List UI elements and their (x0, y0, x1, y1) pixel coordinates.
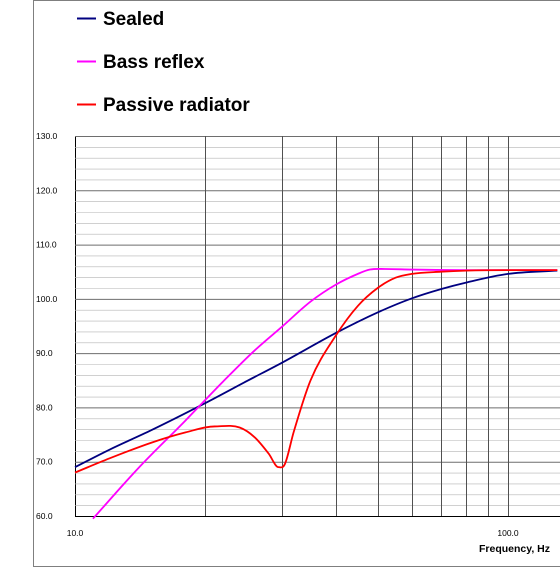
y-tick-label: 60.0 (36, 511, 53, 521)
series-line-sealed (74, 269, 558, 468)
legend-label-sealed: Sealed (103, 9, 164, 30)
series-lines (74, 267, 558, 520)
legend-label-bass-reflex: Bass reflex (103, 52, 205, 73)
series-line-passive-radiator (74, 269, 558, 474)
legend: Sealed Bass reflex Passive radiator (77, 9, 250, 116)
x-axis-tick-labels: 10.0 100.0 (67, 528, 519, 538)
y-tick-label: 70.0 (36, 457, 53, 467)
x-tick-label: 100.0 (497, 528, 519, 538)
x-axis-title: Frequency, Hz (479, 543, 550, 555)
major-grid (75, 136, 560, 516)
legend-label-passive-radiator: Passive radiator (103, 95, 250, 116)
y-tick-label: 80.0 (36, 402, 53, 412)
y-tick-label: 130.0 (36, 131, 58, 141)
x-tick-label: 10.0 (67, 528, 84, 538)
y-axis-tick-labels: 60.0 70.0 80.0 90.0 100.0 110.0 120.0 130.0 (36, 131, 58, 521)
y-tick-label: 110.0 (36, 240, 57, 250)
plot-area (75, 136, 560, 517)
series-line-bass-reflex (92, 267, 558, 520)
y-tick-label: 120.0 (36, 185, 58, 195)
y-tick-label: 100.0 (36, 294, 58, 304)
y-tick-label: 90.0 (36, 348, 53, 358)
